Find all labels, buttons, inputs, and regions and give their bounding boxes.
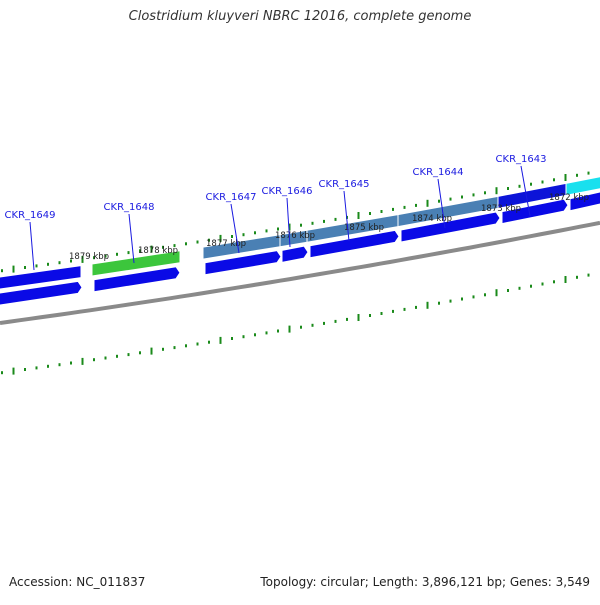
gene-label[interactable]: CKR_1643: [496, 154, 547, 165]
gene-label[interactable]: CKR_1648: [104, 202, 155, 213]
gene-label-leader: [29, 221, 35, 271]
gene-track-segment-1[interactable]: [91, 250, 181, 277]
gene-label[interactable]: CKR_1645: [319, 179, 370, 190]
scale-label: 1872 kbp: [549, 193, 589, 203]
gene-track-segment-0[interactable]: [0, 265, 82, 290]
gene-label[interactable]: CKR_1649: [5, 210, 56, 221]
cds-arrow-0[interactable]: [0, 280, 83, 306]
genome-summary-text: Topology: circular; Length: 3,896,121 bp…: [260, 575, 590, 589]
gene-label-leader: [520, 165, 531, 217]
gene-label[interactable]: CKR_1644: [413, 167, 464, 178]
genome-backbone-arc: [0, 220, 600, 325]
cds-arrow-7[interactable]: [569, 191, 600, 212]
gene-label-leader: [437, 178, 446, 229]
genome-title: Clostridium kluyveri NBRC 12016, complet…: [128, 9, 472, 24]
scale-label: 1879 kbp: [69, 252, 109, 262]
scale-label: 1876 kbp: [275, 231, 315, 241]
gene-track-segment-7[interactable]: [565, 176, 600, 197]
scale-label: 1878 kbp: [138, 246, 178, 256]
gene-label-leader: [230, 203, 240, 254]
cds-arrow-2[interactable]: [204, 250, 282, 276]
cds-arrow-1[interactable]: [93, 266, 181, 293]
cds-arrow-4[interactable]: [309, 229, 400, 259]
cds-arrow-5[interactable]: [400, 211, 501, 243]
cds-arrow-6[interactable]: [501, 198, 569, 225]
scale-label: 1875 kbp: [344, 223, 384, 233]
scale-label: 1873 kbp: [481, 204, 521, 214]
gene-label-leader: [343, 190, 350, 242]
gene-label-leader: [128, 213, 135, 264]
scale-label: 1874 kbp: [412, 214, 452, 224]
accession-text: Accession: NC_011837: [9, 575, 146, 589]
gene-label[interactable]: CKR_1646: [262, 186, 313, 197]
gene-label[interactable]: CKR_1647: [206, 192, 257, 203]
cds-arrow-3[interactable]: [281, 245, 309, 264]
scale-label: 1877 kbp: [206, 239, 246, 249]
gene-label-leader: [286, 197, 291, 248]
